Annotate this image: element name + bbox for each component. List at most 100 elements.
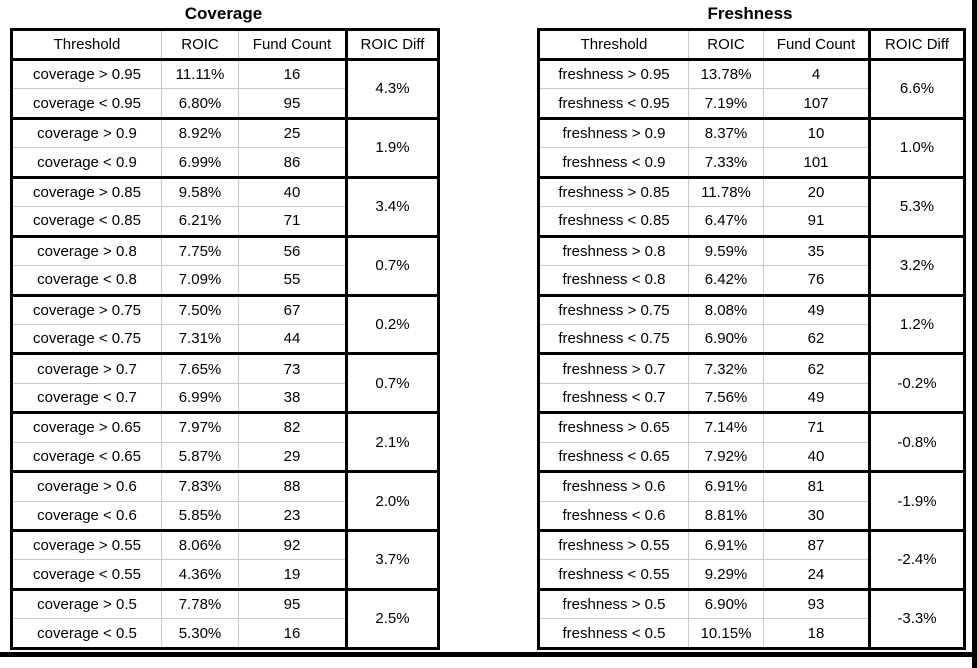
table-row: freshness > 0.6 6.91% 81 -1.9% [538, 470, 965, 531]
roic-cell: 7.78% [161, 587, 239, 619]
table-row: coverage > 0.6 7.83% 88 2.0% [11, 470, 439, 531]
fund-count-cell: 49 [763, 293, 871, 325]
threshold-cell: freshness > 0.7 [538, 352, 689, 384]
fund-count-cell: 49 [763, 382, 871, 413]
threshold-cell: coverage > 0.8 [11, 234, 162, 266]
table-row: freshness < 0.6 8.81% 30 [538, 500, 965, 531]
table-row: freshness > 0.5 6.90% 93 -3.3% [538, 587, 965, 649]
roic-diff-cell: 2.0% [346, 470, 439, 531]
threshold-cell: coverage < 0.9 [11, 147, 162, 178]
fund-count-cell: 87 [763, 528, 871, 560]
table-row: freshness > 0.55 6.91% 87 -2.4% [538, 528, 965, 590]
roic-diff-cell: -1.9% [869, 470, 965, 531]
coverage-table-section: Coverage Threshold ROIC Fund Count ROIC Diff… [10, 3, 440, 650]
roic-cell: 5.30% [161, 618, 239, 649]
roic-diff-cell: 5.3% [869, 175, 965, 237]
coverage-table-title: Coverage [184, 4, 263, 23]
fund-count-cell: 25 [238, 116, 348, 148]
fund-count-cell: 10 [763, 116, 871, 148]
roic-cell: 9.59% [688, 234, 764, 266]
roic-diff-cell: 2.5% [346, 587, 439, 649]
roic-diff-cell: -2.4% [869, 529, 965, 590]
threshold-cell: coverage < 0.7 [11, 382, 162, 413]
threshold-cell: coverage > 0.95 [11, 57, 162, 89]
roic-cell: 7.50% [161, 293, 239, 325]
coverage-table: Threshold ROIC Fund Count ROIC Diff coverage… [10, 28, 440, 650]
table-row: coverage < 0.75 7.31% 44 [11, 323, 439, 354]
roic-diff-cell: 0.2% [346, 293, 439, 354]
table-row: coverage < 0.85 6.21% 71 [11, 206, 439, 237]
table-row: coverage > 0.7 7.65% 73 0.7% [11, 352, 439, 413]
table-row: coverage < 0.95 6.80% 95 [11, 88, 439, 119]
roic-cell: 9.29% [688, 559, 764, 590]
threshold-cell: freshness < 0.5 [538, 618, 689, 649]
roic-diff-cell: -3.3% [869, 587, 965, 649]
fund-count-cell: 95 [238, 587, 348, 619]
roic-cell: 7.97% [161, 411, 239, 443]
threshold-cell: coverage < 0.55 [11, 559, 162, 590]
threshold-cell: coverage > 0.9 [11, 116, 162, 148]
roic-diff-cell: 3.4% [346, 175, 439, 237]
roic-cell: 8.81% [688, 500, 764, 531]
header-row: Threshold ROIC Fund Count ROIC Diff [538, 29, 965, 61]
fund-count-cell: 40 [763, 441, 871, 472]
fund-count-cell: 16 [238, 57, 348, 89]
roic-cell: 6.47% [688, 206, 764, 237]
roic-cell: 7.14% [688, 411, 764, 443]
threshold-cell: freshness < 0.65 [538, 441, 689, 472]
table-row: freshness < 0.5 10.15% 18 [538, 618, 965, 649]
freshness-table-section: Freshness Threshold ROIC Fund Count ROIC Dif… [537, 3, 966, 650]
threshold-cell: freshness > 0.85 [538, 175, 689, 207]
fund-count-cell: 93 [763, 587, 871, 619]
table-row: freshness > 0.9 8.37% 10 1.0% [538, 116, 965, 178]
fund-count-cell: 71 [763, 411, 871, 443]
table-row: freshness < 0.55 9.29% 24 [538, 559, 965, 590]
threshold-cell: freshness > 0.9 [538, 116, 689, 148]
roic-cell: 11.78% [688, 175, 764, 207]
fund-count-cell: 82 [238, 411, 348, 443]
table-row: freshness < 0.8 6.42% 76 [538, 265, 965, 295]
threshold-cell: coverage < 0.8 [11, 265, 162, 295]
column-header-roic-diff: ROIC Diff [869, 29, 965, 61]
table-row: coverage > 0.65 7.97% 82 2.1% [11, 411, 439, 472]
column-header-threshold: Threshold [538, 29, 689, 61]
fund-count-cell: 40 [238, 175, 348, 207]
roic-cell: 8.08% [688, 293, 764, 325]
table-row: coverage > 0.95 11.11% 16 4.3% [11, 57, 439, 119]
roic-cell: 11.11% [161, 57, 239, 89]
fund-count-cell: 76 [763, 265, 871, 295]
threshold-cell: freshness > 0.6 [538, 470, 689, 502]
roic-cell: 9.58% [161, 175, 239, 207]
fund-count-cell: 18 [763, 618, 871, 649]
table-row: coverage > 0.5 7.78% 95 2.5% [11, 587, 439, 649]
threshold-cell: freshness < 0.85 [538, 206, 689, 237]
roic-diff-cell: -0.2% [869, 352, 965, 413]
table-row: coverage < 0.7 6.99% 38 [11, 382, 439, 413]
roic-diff-cell: 3.2% [869, 234, 965, 295]
fund-count-cell: 67 [238, 293, 348, 325]
table-row: coverage > 0.85 9.58% 40 3.4% [11, 175, 439, 237]
roic-cell: 7.19% [688, 88, 764, 119]
threshold-cell: freshness < 0.9 [538, 147, 689, 178]
fund-count-cell: 56 [238, 234, 348, 266]
table-row: coverage < 0.9 6.99% 86 [11, 147, 439, 178]
fund-count-cell: 4 [763, 57, 871, 89]
threshold-cell: freshness > 0.65 [538, 411, 689, 443]
table-row: freshness < 0.9 7.33% 101 [538, 147, 965, 178]
threshold-cell: freshness > 0.55 [538, 528, 689, 560]
threshold-cell: freshness < 0.6 [538, 500, 689, 531]
fund-count-cell: 62 [763, 323, 871, 354]
roic-cell: 7.56% [688, 382, 764, 413]
fund-count-cell: 86 [238, 147, 348, 178]
roic-cell: 6.91% [688, 528, 764, 560]
threshold-cell: coverage > 0.55 [11, 528, 162, 560]
fund-count-cell: 19 [238, 559, 348, 590]
roic-diff-cell: 3.7% [346, 529, 439, 590]
table-row: freshness > 0.95 13.78% 4 6.6% [538, 57, 965, 119]
fund-count-cell: 71 [238, 206, 348, 237]
fund-count-cell: 62 [763, 352, 871, 384]
roic-cell: 8.37% [688, 116, 764, 148]
table-row: coverage < 0.55 4.36% 19 [11, 559, 439, 590]
roic-cell: 6.90% [688, 323, 764, 354]
table-row: freshness < 0.75 6.90% 62 [538, 323, 965, 354]
